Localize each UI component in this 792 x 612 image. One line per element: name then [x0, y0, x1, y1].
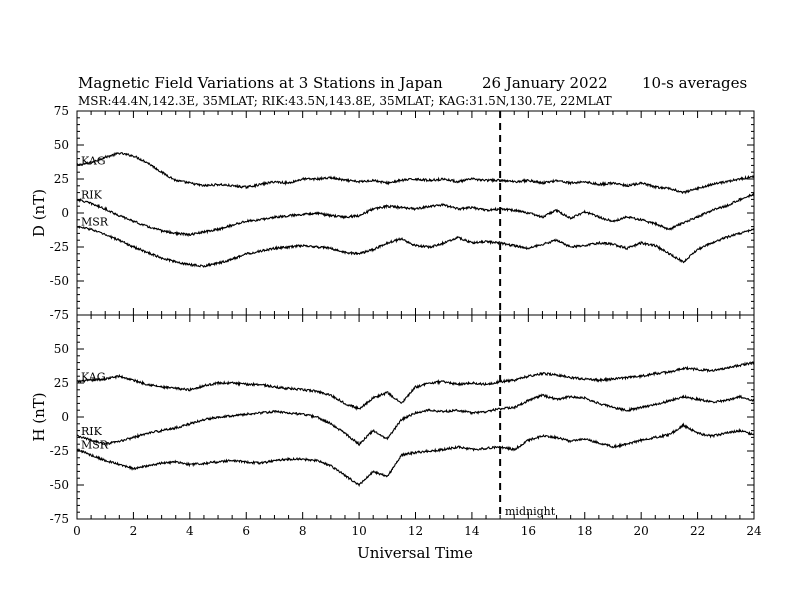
- chart-averaging: 10-s averages: [642, 74, 747, 92]
- y-axis-label: D (nT): [30, 189, 48, 237]
- x-tick-label: 4: [186, 524, 194, 538]
- x-tick-label: 22: [690, 524, 705, 538]
- y-tick-label: 50: [54, 342, 69, 356]
- y-axis-label: H (nT): [30, 392, 48, 441]
- series-label-kag: KAG: [81, 154, 106, 167]
- x-tick-label: 6: [242, 524, 250, 538]
- series-label-rik: RIK: [81, 188, 103, 201]
- y-tick-label: -75: [50, 512, 69, 526]
- series-label-msr: MSR: [81, 216, 109, 229]
- y-tick-label: -50: [50, 478, 69, 492]
- stations-line: MSR:44.4N,142.3E, 35MLAT; RIK:43.5N,143.…: [78, 94, 612, 108]
- x-tick-label: 12: [408, 524, 423, 538]
- series-line-kag: [76, 151, 755, 195]
- y-tick-label: 25: [54, 172, 69, 186]
- midnight-label: midnight: [505, 505, 556, 518]
- y-tick-label: 25: [54, 376, 69, 390]
- series-line-msr: [76, 422, 755, 488]
- y-tick-label: -50: [50, 274, 69, 288]
- y-tick-label: 0: [61, 206, 69, 220]
- panel-frame: [76, 314, 755, 520]
- series-label-kag: KAG: [81, 371, 106, 384]
- y-tick-label: 0: [61, 410, 69, 424]
- series-line-rik: [76, 393, 755, 447]
- chart-title: Magnetic Field Variations at 3 Stations …: [78, 74, 443, 92]
- x-tick-label: 20: [634, 524, 649, 538]
- y-tick-label: -25: [50, 240, 69, 254]
- series-label-msr: MSR: [81, 439, 109, 452]
- x-tick-label: 14: [464, 524, 480, 538]
- panel-top: 75 50 25 0 -25 -50 -75 D (nT) KAG RIK MSR: [30, 104, 755, 322]
- series-line-msr: [76, 225, 755, 268]
- series-label-rik: RIK: [81, 425, 103, 438]
- x-tick-label: 16: [521, 524, 536, 538]
- x-tick-label: 24: [746, 524, 762, 538]
- y-tick-label: 75: [54, 104, 69, 118]
- x-axis-label: Universal Time: [357, 544, 473, 562]
- panel-frame: [76, 110, 755, 316]
- x-tick-label: 0: [73, 524, 81, 538]
- x-tick-label: 10: [351, 524, 366, 538]
- x-tick-label: 8: [299, 524, 307, 538]
- series-line-kag: [76, 361, 755, 411]
- x-tick-label: 2: [130, 524, 138, 538]
- y-tick-label: 50: [54, 138, 69, 152]
- y-tick-label: -25: [50, 444, 69, 458]
- series-line-rik: [76, 192, 755, 238]
- x-tick-label: 18: [577, 524, 592, 538]
- chart-date: 26 January 2022: [482, 74, 608, 92]
- y-tick-label: -75: [50, 308, 69, 322]
